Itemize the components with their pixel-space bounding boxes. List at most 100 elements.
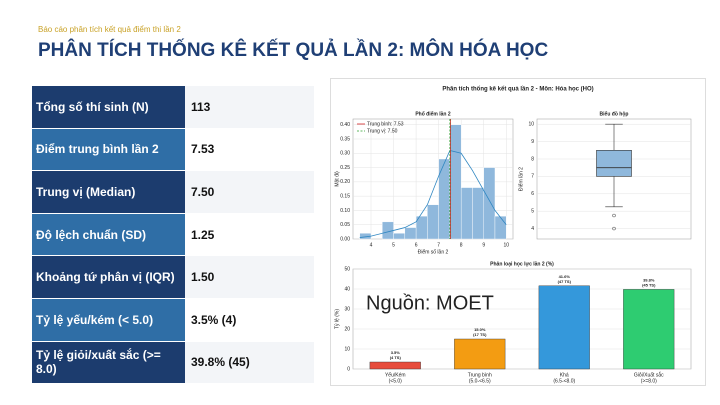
histogram-bar: [427, 204, 439, 240]
cell-label: Tỷ lệ giỏi/xuất sắc (>= 8.0): [32, 341, 185, 384]
table-row: Tỷ lệ yếu/kém (< 5.0) 3.5% (4): [32, 298, 314, 342]
histogram-bar: [438, 158, 451, 240]
y-tick-label: 0.15: [340, 193, 350, 199]
y-tick-label: 10: [344, 346, 350, 352]
cell-value: 7.50: [185, 171, 314, 213]
y-tick-label: 5: [531, 209, 534, 215]
cell-value: 3.5% (4): [185, 298, 314, 341]
value-label: 39.8%: [643, 277, 655, 282]
x-tick-sublabel: (6.5-<8.0): [553, 378, 575, 384]
y-axis-label: Mật độ: [334, 171, 340, 187]
x-tick-label: 8: [460, 242, 463, 248]
x-tick-label: 6: [415, 242, 418, 248]
x-tick-label: Trung bình: [468, 372, 492, 378]
table-row: Điểm trung bình lần 2 7.53: [32, 128, 314, 172]
y-tick-label: 50: [344, 266, 350, 272]
y-tick-label: 8: [531, 156, 534, 162]
histogram-bar: [494, 215, 507, 240]
histogram-bar: [460, 187, 473, 240]
count-label: (17 TS): [473, 332, 487, 337]
stats-table: Tổng số thí sinh (N) 113 Điểm trung bình l…: [32, 86, 314, 385]
histogram-bar: [449, 124, 462, 240]
source-watermark: Nguồn: MOET: [366, 292, 494, 314]
y-tick-label: 7: [531, 174, 534, 180]
count-label: (45 TS): [642, 282, 656, 287]
y-tick-label: 0.10: [340, 208, 350, 214]
cell-value: 1.50: [185, 256, 314, 298]
legend-label: Trung bình: 7.53: [367, 121, 404, 127]
cell-label: Tổng số thí sinh (N): [32, 86, 185, 128]
bar: [454, 338, 506, 370]
histogram-bar: [404, 227, 417, 240]
y-tick-label: 0.40: [340, 122, 350, 128]
count-label: (4 TS): [390, 355, 402, 360]
y-tick-label: 4: [531, 226, 534, 232]
figure: Phân tích thống kê kết quả lần 2 - Môn: …: [330, 78, 706, 386]
cell-value: 39.8% (45): [185, 341, 314, 384]
cell-value: 7.53: [185, 128, 314, 171]
count-label: (47 TS): [558, 279, 572, 284]
value-label: 15.0%: [474, 327, 486, 332]
y-tick-label: 40: [344, 286, 350, 292]
x-tick-sublabel: (>=8.0): [641, 378, 657, 384]
table-row: Khoảng tứ phân vị (IQR) 1.50: [32, 256, 314, 299]
table-row: Tỷ lệ giỏi/xuất sắc (>= 8.0) 39.8% (45): [32, 341, 314, 385]
histogram-bar: [483, 167, 496, 240]
x-axis-label: Điểm số lần 2: [418, 248, 449, 255]
histogram-bar: [472, 187, 484, 240]
value-label: 3.5%: [391, 350, 401, 355]
legend-label: Trung vị: 7.50: [367, 128, 398, 134]
histogram-bar: [393, 233, 406, 240]
y-axis-label: Điểm lần 2: [517, 167, 524, 191]
x-tick-label: 4: [370, 242, 373, 248]
outlier: [612, 213, 616, 218]
value-label: 41.6%: [559, 274, 571, 279]
y-tick-label: 20: [344, 326, 350, 332]
y-tick-label: 30: [344, 306, 350, 312]
x-tick-label: 10: [503, 242, 509, 248]
chart-title: Biểu đồ hộp: [600, 110, 629, 117]
cell-label: Độ lệch chuẩn (SD): [32, 213, 185, 256]
cell-label: Tỷ lệ yếu/kém (< 5.0): [32, 298, 185, 341]
x-tick-label: 7: [437, 242, 440, 248]
cell-value: 1.25: [185, 213, 314, 256]
outlier: [612, 226, 616, 231]
table-row: Tổng số thí sinh (N) 113: [32, 86, 314, 129]
y-tick-label: 0: [347, 366, 350, 372]
cell-value: 113: [185, 86, 314, 128]
y-tick-label: 9: [531, 139, 534, 145]
y-tick-label: 6: [531, 191, 534, 197]
table-row: Trung vị (Median) 7.50: [32, 171, 314, 214]
cell-label: Điểm trung bình lần 2: [32, 128, 185, 171]
x-tick-label: Yếu/Kém: [385, 372, 406, 378]
histogram-bar: [382, 221, 394, 240]
y-tick-label: 10: [528, 122, 534, 128]
x-tick-sublabel: (<5.0): [389, 378, 403, 384]
y-tick-label: 0.00: [340, 236, 350, 242]
chart-title: Phân loại học lực lần 2 (%): [490, 261, 554, 267]
y-tick-label: 0.35: [340, 136, 350, 142]
subtitle: Báo cáo phân tích kết quả điểm thi lần 2: [38, 25, 181, 34]
kde-line: [359, 149, 507, 238]
bar: [538, 285, 590, 370]
x-tick-label: Khá: [560, 372, 569, 378]
chart-title: Phổ điểm lần 2: [415, 110, 451, 117]
y-axis-label: Tỷ lệ (%): [333, 309, 340, 329]
figure-title: Phân tích thống kê kết quả lần 2 - Môn: …: [442, 86, 593, 93]
x-tick-label: 5: [392, 242, 395, 248]
bar: [623, 289, 675, 370]
y-tick-label: 0.05: [340, 222, 350, 228]
y-tick-label: 0.30: [340, 151, 350, 157]
table-row: Độ lệch chuẩn (SD) 1.25: [32, 213, 314, 257]
y-tick-label: 0.25: [340, 165, 350, 171]
x-tick-sublabel: (5.0-<6.5): [469, 378, 491, 384]
bar: [369, 361, 421, 370]
y-tick-label: 0.20: [340, 179, 350, 185]
cell-label: Trung vị (Median): [32, 171, 185, 213]
title: PHÂN TÍCH THỐNG KÊ KẾT QUẢ LẦN 2: MÔN HÓ…: [38, 40, 549, 61]
x-tick-label: 9: [482, 242, 485, 248]
cell-label: Khoảng tứ phân vị (IQR): [32, 256, 185, 298]
x-tick-label: Giỏi/Xuất sắc: [634, 371, 664, 378]
box: [596, 150, 632, 177]
